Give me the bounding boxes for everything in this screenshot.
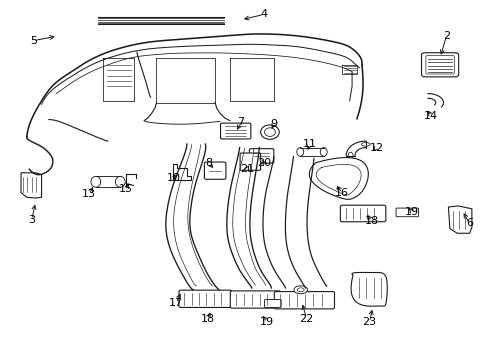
Ellipse shape — [115, 176, 125, 187]
Text: 15: 15 — [119, 184, 133, 194]
FancyBboxPatch shape — [249, 149, 273, 163]
Text: 6: 6 — [465, 218, 472, 228]
Ellipse shape — [296, 148, 303, 156]
Text: 19: 19 — [260, 317, 273, 327]
Text: 18: 18 — [364, 216, 378, 226]
Ellipse shape — [293, 286, 307, 294]
Text: 21: 21 — [240, 164, 253, 174]
Polygon shape — [309, 158, 367, 199]
FancyBboxPatch shape — [395, 208, 418, 217]
Ellipse shape — [297, 288, 304, 292]
Ellipse shape — [264, 128, 275, 136]
Text: 18: 18 — [201, 314, 214, 324]
Ellipse shape — [91, 176, 101, 187]
Text: 5: 5 — [30, 36, 37, 46]
Text: 4: 4 — [260, 9, 267, 19]
Text: 7: 7 — [237, 117, 244, 127]
FancyBboxPatch shape — [204, 162, 225, 179]
Polygon shape — [350, 273, 386, 306]
FancyBboxPatch shape — [230, 291, 280, 308]
FancyBboxPatch shape — [340, 205, 385, 222]
Text: 11: 11 — [302, 139, 316, 149]
Ellipse shape — [361, 143, 369, 146]
Text: 8: 8 — [205, 158, 212, 168]
FancyBboxPatch shape — [179, 290, 231, 307]
Text: 14: 14 — [424, 111, 437, 121]
Text: 17: 17 — [169, 298, 183, 308]
Polygon shape — [447, 206, 471, 233]
Text: 2: 2 — [442, 31, 449, 41]
Text: 13: 13 — [82, 189, 96, 199]
FancyBboxPatch shape — [220, 123, 250, 139]
Text: 23: 23 — [362, 317, 376, 327]
Ellipse shape — [260, 125, 279, 139]
Text: 19: 19 — [405, 207, 418, 217]
Text: 16: 16 — [335, 188, 348, 198]
Ellipse shape — [347, 152, 352, 159]
Text: 20: 20 — [257, 158, 270, 168]
Polygon shape — [21, 173, 41, 198]
FancyBboxPatch shape — [264, 300, 281, 307]
Polygon shape — [173, 164, 190, 180]
Text: 10: 10 — [166, 173, 180, 183]
Text: 9: 9 — [270, 119, 277, 129]
Text: 12: 12 — [369, 143, 383, 153]
FancyBboxPatch shape — [240, 153, 260, 170]
FancyBboxPatch shape — [274, 292, 334, 309]
Text: 3: 3 — [28, 215, 35, 225]
Ellipse shape — [320, 148, 326, 156]
Text: 22: 22 — [299, 314, 313, 324]
